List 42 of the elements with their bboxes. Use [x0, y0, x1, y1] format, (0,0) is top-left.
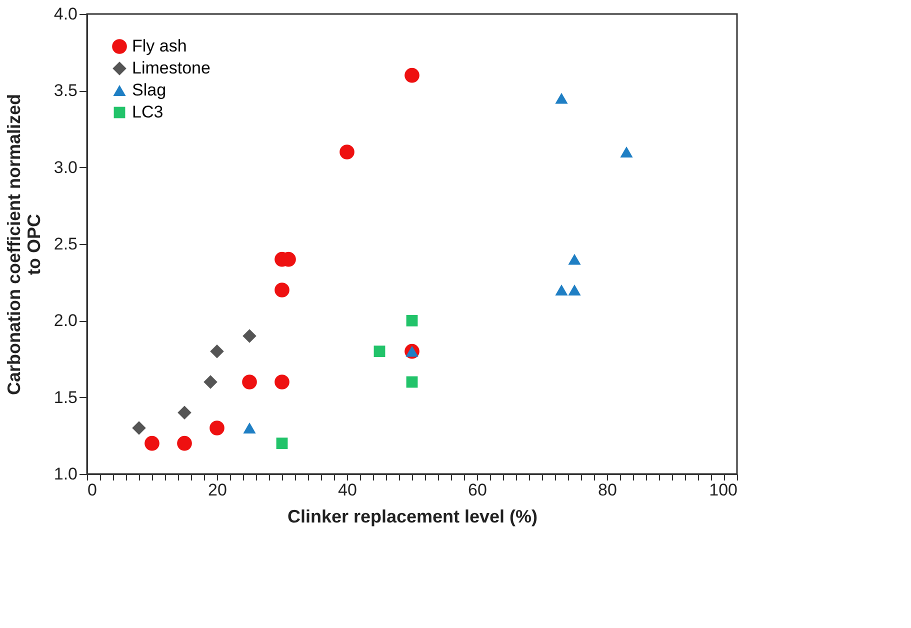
x-tick-label: 40 — [338, 480, 357, 500]
point — [210, 420, 224, 436]
point — [568, 284, 581, 296]
point — [620, 146, 633, 158]
point — [178, 406, 192, 420]
y-tick-label: 3.0 — [54, 158, 78, 177]
point — [144, 436, 160, 451]
x-tick-label: 60 — [468, 480, 487, 500]
x-tick-label: 20 — [208, 480, 227, 500]
point — [406, 314, 418, 326]
y-tick-label: 2.0 — [54, 311, 78, 330]
point — [555, 284, 568, 296]
point — [132, 421, 146, 435]
legend-label: LC3 — [132, 102, 164, 122]
point — [210, 344, 224, 358]
point — [374, 346, 386, 358]
x-tick-label: 80 — [598, 480, 617, 500]
point — [340, 144, 354, 160]
y-axis-title: Carbonation coefficient normalized to OPC — [4, 94, 44, 396]
point — [177, 436, 192, 451]
point — [555, 92, 568, 104]
legend-label: Slag — [132, 80, 166, 100]
point — [568, 254, 581, 265]
y-tick-label: 4.0 — [54, 4, 78, 24]
x-axis-title: Clinker replacement level (%) — [287, 506, 538, 526]
point — [404, 68, 420, 83]
point — [276, 438, 288, 450]
y-tick-label: 3.5 — [54, 81, 78, 100]
legend-label: Limestone — [132, 58, 210, 78]
point — [274, 282, 290, 298]
point — [406, 376, 418, 388]
point — [242, 329, 256, 343]
legend-label: Fly ash — [132, 36, 187, 56]
point — [242, 374, 257, 390]
y-tick-label: 1.0 — [54, 464, 78, 484]
y-tick-label: 1.5 — [54, 388, 78, 407]
point — [243, 422, 256, 434]
point — [274, 374, 290, 390]
y-tick-label: 2.5 — [54, 234, 78, 254]
x-tick-label: 0 — [88, 480, 97, 500]
x-tick-label: 100 — [709, 480, 738, 500]
point — [204, 375, 218, 389]
